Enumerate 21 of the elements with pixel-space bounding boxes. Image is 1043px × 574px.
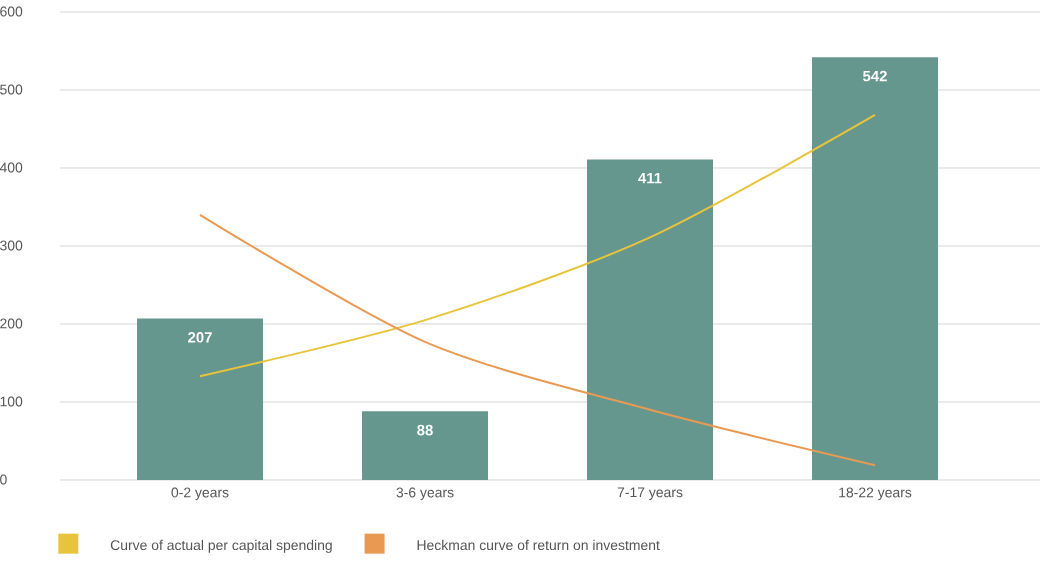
bar [362,411,489,480]
y-tick-label: 200 [0,318,23,329]
y-tick-label: 0 [0,474,7,485]
y-tick-label: 100 [0,396,23,407]
y-tick-label: 600 [0,6,23,17]
legend-label: Heckman curve of return on investment [417,539,660,551]
y-tick-label: 500 [0,84,23,95]
x-tick-label: 18-22 years [839,487,912,501]
y-tick-label: 300 [0,240,23,251]
data-label: 207 [188,332,212,343]
y-tick-label: 400 [0,162,23,173]
x-tick-label: 0-2 years [171,487,229,501]
bar [812,57,939,480]
data-label: 542 [863,70,887,82]
x-tick-label: 7-17 years [617,487,683,500]
bar [587,159,714,480]
bar [137,318,264,480]
data-label: 411 [638,172,662,184]
legend-label: Curve of actual per capital spending [110,539,332,553]
data-label: 88 [417,424,433,436]
x-tick-label: 3-6 years [396,487,454,501]
